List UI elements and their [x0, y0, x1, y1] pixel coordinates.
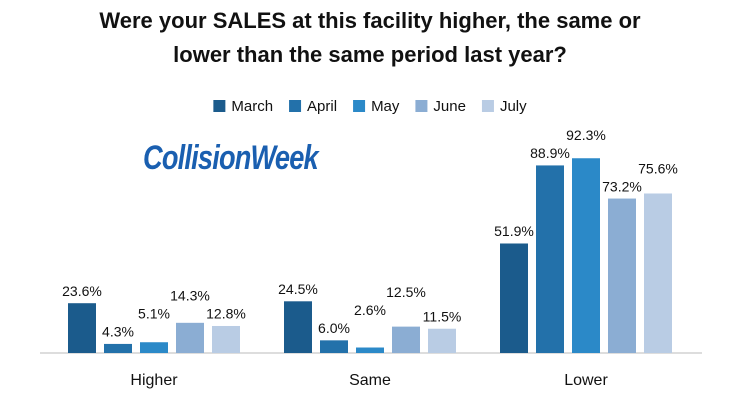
logo: CollisionWeek — [143, 138, 320, 177]
bar — [428, 328, 456, 353]
bar — [536, 165, 564, 353]
value-label: 12.5% — [386, 284, 426, 300]
value-label: 23.6% — [62, 283, 102, 299]
value-label: 2.6% — [354, 302, 386, 318]
legend-label: July — [500, 98, 527, 115]
bar — [320, 340, 348, 353]
legend-swatch — [353, 100, 366, 112]
bar — [284, 301, 312, 353]
value-label: 92.3% — [566, 127, 606, 143]
chart-title: lower than the same period last year? — [173, 42, 567, 67]
value-label: 11.5% — [423, 308, 462, 324]
value-label: 73.2% — [602, 178, 642, 194]
legend-label: March — [231, 98, 273, 115]
value-label: 5.1% — [138, 306, 170, 322]
value-label: 12.8% — [206, 306, 246, 322]
legend-swatch — [481, 100, 494, 112]
value-label: 75.6% — [638, 160, 678, 176]
legend-swatch — [289, 100, 302, 112]
bar — [608, 198, 636, 353]
bar — [212, 325, 240, 353]
bar — [68, 303, 96, 353]
bar — [104, 343, 132, 353]
bar — [140, 342, 168, 353]
value-label: 88.9% — [530, 145, 570, 161]
legend-label: June — [433, 98, 466, 115]
legend-swatch — [415, 100, 428, 112]
x-tick-label: Higher — [130, 372, 178, 389]
value-label: 24.5% — [278, 281, 318, 297]
bar — [572, 158, 600, 353]
value-label: 6.0% — [318, 320, 350, 336]
bar — [356, 347, 384, 353]
legend-swatch — [213, 100, 226, 112]
x-tick-label: Same — [349, 372, 391, 389]
legend-label: April — [307, 98, 337, 115]
chart-title: Were your SALES at this facility higher,… — [99, 8, 641, 33]
value-label: 4.3% — [102, 324, 134, 340]
legend-label: May — [371, 98, 400, 115]
bar — [644, 193, 672, 353]
value-label: 51.9% — [494, 223, 534, 239]
value-label: 14.3% — [170, 288, 210, 304]
bar — [176, 322, 204, 353]
x-tick-label: Lower — [564, 372, 608, 389]
bar — [500, 243, 528, 353]
bar — [392, 326, 420, 353]
